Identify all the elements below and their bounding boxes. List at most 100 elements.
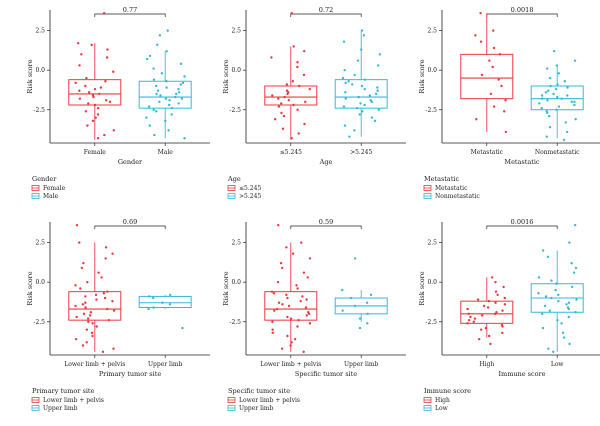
data-point	[74, 337, 78, 341]
data-point	[271, 320, 274, 323]
data-point	[75, 315, 78, 319]
y-axis-title: Risk score	[418, 59, 426, 93]
y-axis-title: Risk score	[222, 271, 230, 305]
data-point	[555, 108, 558, 111]
data-point	[373, 119, 377, 123]
data-point	[357, 95, 361, 99]
data-point	[303, 49, 306, 53]
data-point	[271, 331, 274, 335]
data-point	[494, 280, 497, 284]
data-point	[105, 56, 109, 59]
data-point	[286, 334, 289, 338]
data-point	[152, 306, 155, 309]
legend-title: Primary tumor site	[32, 387, 95, 395]
data-point	[493, 312, 497, 316]
data-point	[285, 83, 289, 86]
significance-bracket	[94, 13, 166, 17]
data-point	[353, 73, 356, 77]
y-tick-label: -2.5	[33, 107, 45, 114]
data-point	[500, 84, 503, 88]
data-point	[557, 105, 561, 108]
p-value-label: 0.72	[319, 6, 333, 14]
data-point	[296, 287, 299, 290]
data-point	[574, 266, 578, 270]
data-point	[96, 106, 100, 110]
data-point	[87, 102, 90, 105]
data-point	[302, 271, 306, 274]
data-point	[154, 84, 158, 88]
data-point	[467, 312, 470, 316]
data-point	[548, 76, 552, 80]
data-point	[467, 318, 471, 322]
box	[138, 295, 192, 308]
data-point	[280, 266, 284, 270]
data-point	[353, 304, 357, 308]
data-point	[480, 314, 484, 317]
data-point	[359, 102, 362, 105]
data-point	[561, 331, 565, 335]
data-point	[164, 119, 167, 123]
y-tick-label: -2.5	[229, 319, 241, 326]
data-point	[74, 304, 77, 308]
data-point	[75, 223, 79, 227]
data-point	[156, 89, 160, 92]
data-point	[85, 341, 88, 344]
data-point	[548, 309, 552, 312]
data-point	[296, 65, 299, 69]
data-point	[568, 241, 571, 244]
y-tick-label: 2.5	[35, 240, 45, 247]
p-value-label: 0.0016	[511, 218, 534, 226]
data-point	[298, 84, 301, 88]
data-point	[565, 303, 568, 306]
data-point	[170, 106, 174, 110]
data-point	[549, 84, 552, 88]
data-point	[170, 113, 173, 116]
data-point	[91, 322, 94, 325]
data-point	[479, 11, 482, 15]
data-point	[153, 133, 156, 137]
data-point	[572, 271, 576, 274]
data-point	[341, 309, 344, 312]
data-point	[177, 87, 180, 91]
data-point	[96, 137, 100, 140]
data-point	[472, 320, 476, 323]
series-1: Lower limb + pelvis	[64, 223, 125, 368]
data-point	[112, 70, 115, 73]
data-point	[556, 83, 559, 86]
y-tick-label: 2.5	[427, 28, 437, 35]
legend-title: Specific tumor site	[228, 387, 290, 395]
data-point	[299, 299, 302, 303]
y-tick-label: -2.5	[229, 107, 241, 114]
data-point	[501, 331, 504, 335]
data-point	[105, 99, 108, 102]
data-point	[376, 86, 379, 89]
data-point	[554, 87, 558, 91]
y-tick-label: 2.5	[231, 28, 241, 35]
data-point	[280, 111, 283, 115]
data-point	[477, 337, 481, 341]
data-point	[290, 11, 293, 15]
data-point	[538, 102, 541, 105]
data-point	[573, 223, 577, 227]
data-point	[147, 295, 151, 298]
data-point	[501, 309, 504, 312]
data-point	[289, 344, 292, 347]
data-point	[494, 301, 497, 304]
data-point	[537, 292, 540, 295]
data-point	[552, 49, 556, 53]
data-point	[147, 307, 150, 311]
data-point	[292, 45, 295, 48]
data-point	[287, 99, 290, 102]
data-point	[104, 80, 107, 83]
data-point	[100, 276, 103, 279]
data-point	[491, 276, 494, 279]
data-point	[362, 34, 366, 37]
data-point	[283, 95, 286, 99]
data-point	[152, 108, 155, 111]
data-point	[370, 100, 374, 104]
data-point	[557, 72, 560, 75]
data-point	[466, 322, 469, 325]
